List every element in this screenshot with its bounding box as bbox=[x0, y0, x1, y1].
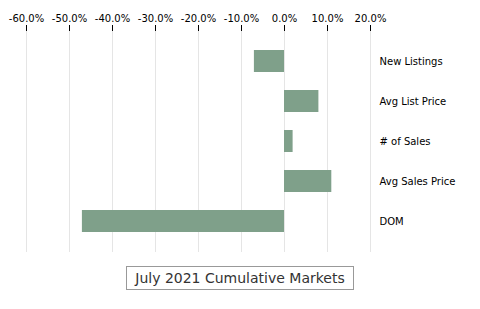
svg-text:-30.0%: -30.0% bbox=[138, 13, 173, 24]
svg-text:-50.0%: -50.0% bbox=[52, 13, 87, 24]
svg-text:# of Sales: # of Sales bbox=[380, 136, 431, 147]
svg-text:-40.0%: -40.0% bbox=[95, 13, 130, 24]
svg-text:10.0%: 10.0% bbox=[312, 13, 344, 24]
svg-text:-60.0%: -60.0% bbox=[9, 13, 44, 24]
svg-text:-10.0%: -10.0% bbox=[224, 13, 259, 24]
svg-text:-20.0%: -20.0% bbox=[181, 13, 216, 24]
svg-text:20.0%: 20.0% bbox=[355, 13, 387, 24]
svg-text:0.0%: 0.0% bbox=[272, 13, 297, 24]
html-text:July 2021 Cumulative Markets: July 2021 Cumulative Markets bbox=[135, 270, 345, 286]
svg-text:Avg Sales Price: Avg Sales Price bbox=[380, 176, 456, 187]
svg-text:DOM: DOM bbox=[380, 216, 404, 227]
svg-text:Avg List Price: Avg List Price bbox=[380, 96, 447, 107]
svg-text:New Listings: New Listings bbox=[380, 56, 443, 67]
